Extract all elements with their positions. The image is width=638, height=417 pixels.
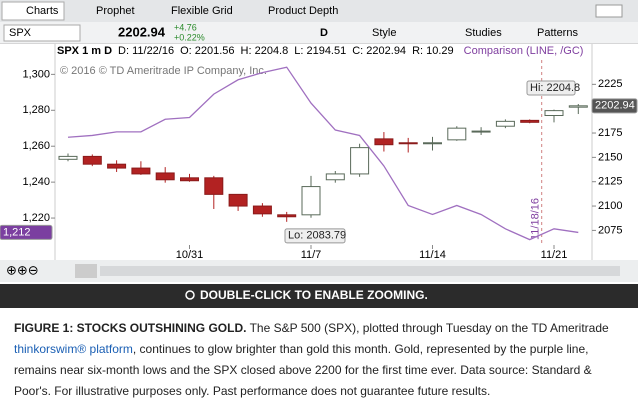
scrollbar[interactable] [100,266,620,276]
gold-label: 1,212 [3,226,31,238]
candle-body [82,155,102,165]
candle-body [398,142,418,145]
caption-text: , continues to glow brighter than gold t… [14,342,592,398]
candle-body [544,110,564,116]
candle-body [301,186,321,216]
candle-body [131,167,151,175]
date-marker-label: 11/18/16 [530,198,542,240]
y2-tick-label: 1,280 [22,104,50,116]
copyright: © 2016 © TD Ameritrade IP Company, Inc. [60,65,267,77]
gold-label-box [0,224,53,240]
header-field: L: 2194.51 [294,45,346,57]
y-tick-label: 2100 [598,200,622,212]
lo-label-box [284,228,346,244]
last-price: 2202.94 [118,24,166,39]
candle-body [180,177,199,182]
toolbar-button[interactable]: Patterns [537,27,578,39]
hi-label-box [526,80,576,96]
caption: FIGURE 1: STOCKS OUTSHINING GOLD. The S&… [14,318,614,402]
caption-text: The S&P 500 (SPX), plotted through Tuesd… [246,321,609,335]
y-tick-label: 2225 [598,78,622,90]
last-label-box [591,98,638,114]
platform: Charts Prophet Flexible Grid Product Dep… [0,0,638,308]
header-field: R: 10.29 [412,45,454,57]
x-tick-label: 11/21 [541,249,568,261]
y-tick-label: 2075 [598,224,622,236]
y-tick-label: 2175 [598,127,622,139]
tab[interactable]: Charts [26,5,59,17]
x-tick-label: 10/31 [176,249,204,261]
y-tick-label: 2150 [598,151,622,163]
candle-body [350,147,370,175]
candle-body [204,177,224,195]
x-tick-label: 11/14 [419,249,446,261]
chart-area[interactable] [0,44,638,260]
candle-body [447,127,467,141]
change: +4.76 [174,22,197,32]
last-label: 2202.94 [595,100,635,112]
gold-line [67,66,579,241]
candle-body [374,138,394,146]
tab-active[interactable] [1,1,65,21]
aggregation[interactable]: D [320,27,328,39]
candle-body [520,119,540,123]
header-field: D: 11/22/16 [118,45,174,57]
symbol-box[interactable] [3,24,81,42]
comparison: Comparison (LINE, /GC) [464,45,584,57]
zoom-icons[interactable]: ⊕⊕⊖ [6,262,39,277]
candle-body [252,205,272,215]
tab[interactable]: Prophet [96,5,135,17]
lo-label: Lo: 2083.79 [288,230,346,242]
control-button[interactable] [75,264,97,278]
caption-title: FIGURE 1: STOCKS OUTSHINING GOLD. [14,321,247,335]
header-field: O: 2201.56 [180,45,234,57]
banner[interactable] [0,284,638,308]
caption-link[interactable]: thinkorswim® platform [14,342,133,356]
change-pct: +0.22% [174,32,205,42]
y2-tick-label: 1,260 [22,140,50,152]
tab[interactable]: Product Depth [268,5,338,17]
window-button[interactable] [595,4,623,18]
candle-body [423,142,442,145]
candle-body [107,163,127,169]
candle-body [325,173,345,181]
y2-tick-label: 1,240 [22,176,50,188]
tab[interactable]: Flexible Grid [171,5,233,17]
x-tick-label: 11/7 [301,249,322,261]
y2-tick-label: 1,220 [22,212,50,224]
header-field: H: 2204.8 [241,45,289,57]
candle-body [471,130,491,133]
header-field: C: 2202.94 [352,45,406,57]
tab-bar [0,0,638,22]
toolbar-button[interactable]: Studies [465,27,502,39]
y-tick-label: 2125 [598,176,622,188]
candle-body [568,105,588,108]
banner-text[interactable]: DOUBLE-CLICK TO ENABLE ZOOMING. [200,288,428,302]
toolbar-button[interactable]: Style [372,27,396,39]
y2-tick-label: 1,300 [22,68,50,80]
candle-body [155,172,175,181]
hi-label: Hi: 2204.8 [530,82,580,94]
header-field: SPX 1 m D [57,45,112,57]
symbol[interactable]: SPX [9,27,32,39]
candle-body [277,214,297,218]
candle-body [495,120,515,127]
toolbar [0,22,638,44]
candle-body [58,155,78,160]
candle-body [228,193,248,207]
